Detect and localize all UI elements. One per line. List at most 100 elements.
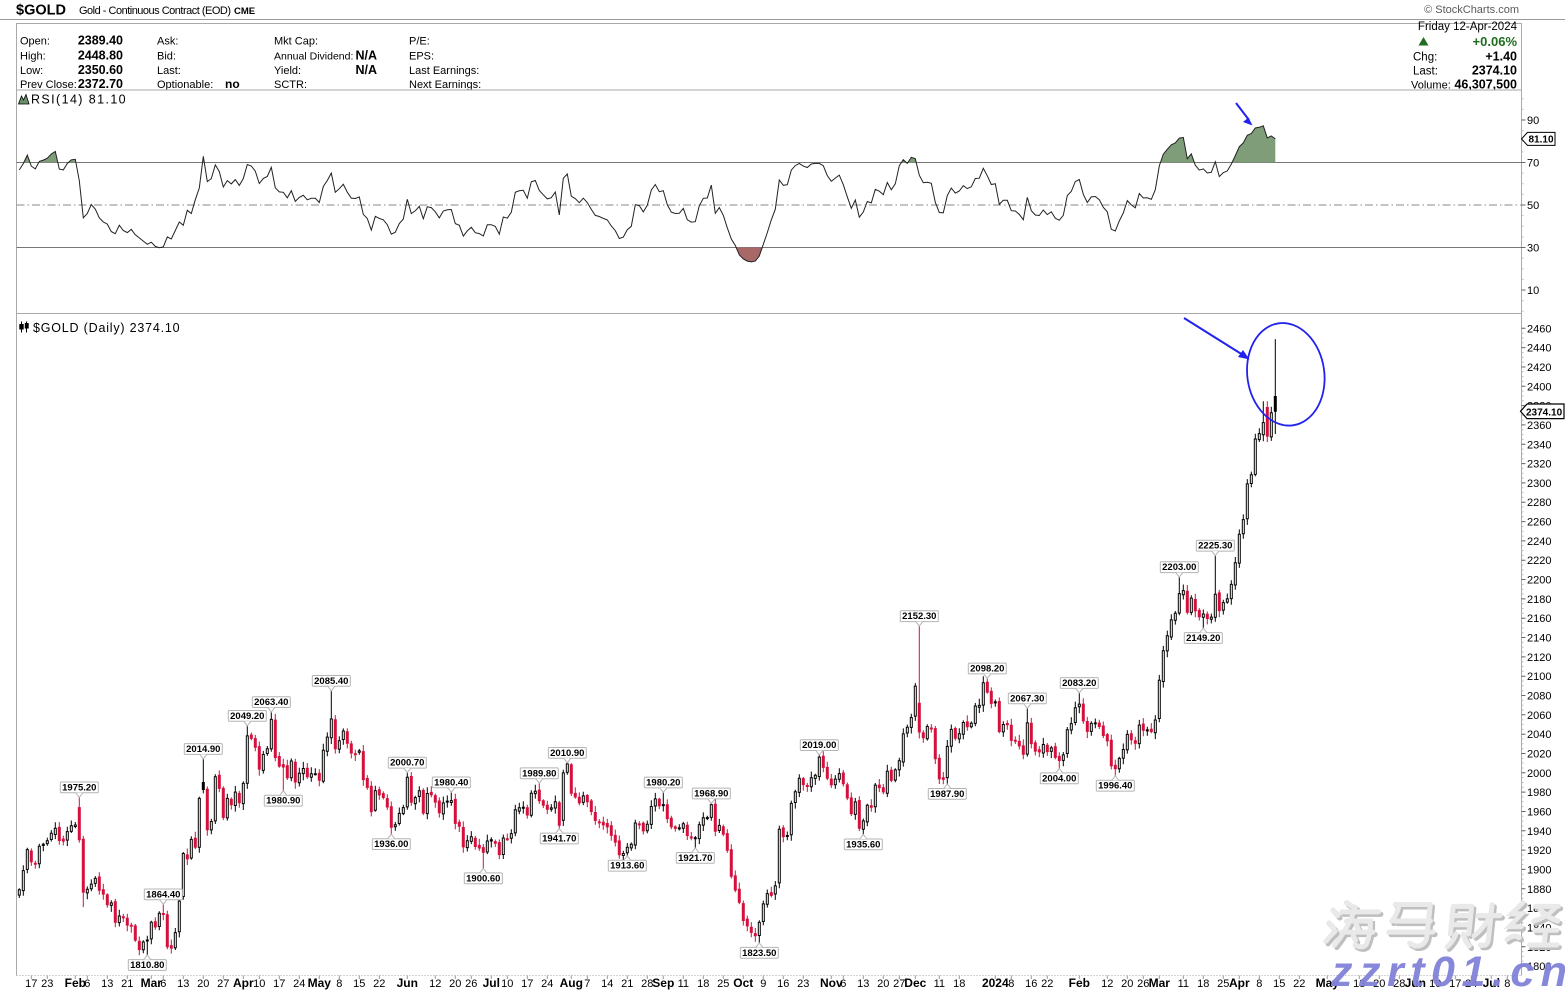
svg-text:Aug: Aug	[560, 976, 583, 990]
svg-text:6: 6	[840, 978, 846, 990]
svg-text:2160: 2160	[1527, 613, 1551, 625]
svg-text:1996.40: 1996.40	[1098, 781, 1132, 792]
svg-text:2149.20: 2149.20	[1186, 633, 1220, 644]
svg-text:2374.10: 2374.10	[1472, 64, 1517, 78]
svg-text:16: 16	[1025, 978, 1037, 990]
svg-text:Sep: Sep	[652, 976, 674, 990]
svg-text:24: 24	[293, 978, 305, 990]
svg-text:Nov: Nov	[820, 976, 843, 990]
svg-text:20: 20	[1373, 978, 1385, 990]
svg-text:28: 28	[641, 978, 653, 990]
svg-text:20: 20	[877, 978, 889, 990]
svg-text:High:: High:	[20, 50, 46, 62]
svg-text:1921.70: 1921.70	[678, 853, 712, 864]
svg-text:2203.00: 2203.00	[1162, 562, 1196, 573]
svg-text:18: 18	[1197, 978, 1209, 990]
svg-text:13: 13	[177, 978, 189, 990]
svg-text:1936.00: 1936.00	[374, 839, 408, 850]
svg-text:2000.70: 2000.70	[390, 758, 424, 769]
svg-text:2152.30: 2152.30	[902, 611, 936, 622]
svg-text:11: 11	[934, 978, 945, 990]
svg-text:2004.00: 2004.00	[1042, 773, 1076, 784]
svg-text:2085.40: 2085.40	[314, 676, 348, 687]
svg-text:P/E:: P/E:	[409, 36, 430, 48]
svg-text:2083.20: 2083.20	[1062, 678, 1096, 689]
svg-text:17: 17	[1449, 978, 1461, 990]
svg-text:N/A: N/A	[355, 48, 377, 62]
svg-text:$GOLD: $GOLD	[16, 3, 66, 19]
svg-text:2460: 2460	[1527, 323, 1551, 335]
svg-text:2260: 2260	[1527, 517, 1551, 529]
svg-text:1900.60: 1900.60	[466, 873, 500, 884]
svg-text:N/A: N/A	[355, 63, 377, 77]
svg-text:Oct: Oct	[733, 976, 753, 990]
svg-text:Prev Close:: Prev Close:	[20, 79, 77, 91]
svg-text:1960: 1960	[1527, 807, 1551, 819]
svg-text:22: 22	[1293, 978, 1305, 990]
svg-text:1989.80: 1989.80	[522, 768, 556, 779]
svg-text:25: 25	[1217, 978, 1229, 990]
svg-text:17: 17	[273, 978, 285, 990]
svg-text:11: 11	[1178, 978, 1189, 990]
svg-text:13: 13	[1353, 978, 1365, 990]
svg-text:1980.40: 1980.40	[434, 777, 468, 788]
svg-text:Annual Dividend:: Annual Dividend:	[274, 50, 353, 62]
svg-text:1980.90: 1980.90	[266, 796, 300, 807]
svg-text:1913.60: 1913.60	[610, 861, 644, 872]
svg-text:2240: 2240	[1527, 536, 1551, 548]
svg-text:8: 8	[336, 978, 342, 990]
svg-text:Apr: Apr	[233, 976, 254, 990]
svg-text:1975.20: 1975.20	[62, 782, 96, 793]
svg-text:1864.40: 1864.40	[146, 889, 180, 900]
svg-text:+0.06%: +0.06%	[1473, 34, 1518, 49]
svg-text:2060: 2060	[1527, 710, 1551, 722]
svg-text:$GOLD (Daily) 2374.10: $GOLD (Daily) 2374.10	[33, 321, 180, 335]
svg-text:10: 10	[1429, 978, 1441, 990]
svg-text:2372.70: 2372.70	[78, 77, 123, 91]
svg-text:© StockCharts.com: © StockCharts.com	[1424, 4, 1519, 16]
svg-text:2098.20: 2098.20	[970, 664, 1004, 675]
svg-text:22: 22	[373, 978, 385, 990]
svg-text:Feb: Feb	[1069, 976, 1090, 990]
svg-text:26: 26	[1137, 978, 1149, 990]
svg-text:1900: 1900	[1527, 864, 1551, 876]
svg-text:2020: 2020	[1527, 749, 1551, 761]
svg-text:May: May	[1316, 976, 1340, 990]
svg-text:10: 10	[1527, 285, 1539, 297]
svg-text:1980: 1980	[1527, 787, 1551, 799]
svg-text:2200: 2200	[1527, 575, 1551, 587]
svg-text:20: 20	[449, 978, 461, 990]
svg-text:21: 21	[121, 978, 133, 990]
svg-text:2225.30: 2225.30	[1198, 541, 1232, 552]
svg-text:16: 16	[777, 978, 789, 990]
svg-text:2220: 2220	[1527, 555, 1551, 567]
svg-text:14: 14	[601, 978, 613, 990]
svg-text:2063.40: 2063.40	[254, 697, 288, 708]
svg-text:28: 28	[1393, 978, 1405, 990]
svg-text:1987.90: 1987.90	[930, 789, 964, 800]
svg-text:27: 27	[893, 978, 905, 990]
svg-text:Next Earnings:: Next Earnings:	[409, 79, 481, 91]
svg-text:8: 8	[1008, 978, 1014, 990]
svg-text:10: 10	[253, 978, 265, 990]
svg-text:21: 21	[621, 978, 633, 990]
svg-text:24: 24	[1465, 978, 1477, 990]
svg-text:6: 6	[160, 978, 166, 990]
svg-text:12: 12	[429, 978, 441, 990]
svg-text:2010.90: 2010.90	[550, 748, 584, 759]
svg-text:Gold - Continuous Contract (EO: Gold - Continuous Contract (EOD)	[79, 5, 231, 17]
svg-text:Friday 12-Apr-2024: Friday 12-Apr-2024	[1418, 21, 1518, 33]
svg-text:Bid:: Bid:	[157, 50, 176, 62]
svg-text:Last:: Last:	[1413, 66, 1438, 78]
svg-text:May: May	[308, 976, 332, 990]
svg-text:Jul: Jul	[1483, 976, 1500, 990]
svg-text:90: 90	[1527, 115, 1539, 127]
svg-text:2080: 2080	[1527, 691, 1551, 703]
svg-text:1935.60: 1935.60	[846, 839, 880, 850]
svg-text:10: 10	[501, 978, 513, 990]
svg-text:22: 22	[1041, 978, 1053, 990]
svg-text:13: 13	[101, 978, 113, 990]
svg-text:2024: 2024	[982, 976, 1009, 990]
svg-text:2320: 2320	[1527, 459, 1551, 471]
svg-text:1800: 1800	[1527, 961, 1551, 973]
